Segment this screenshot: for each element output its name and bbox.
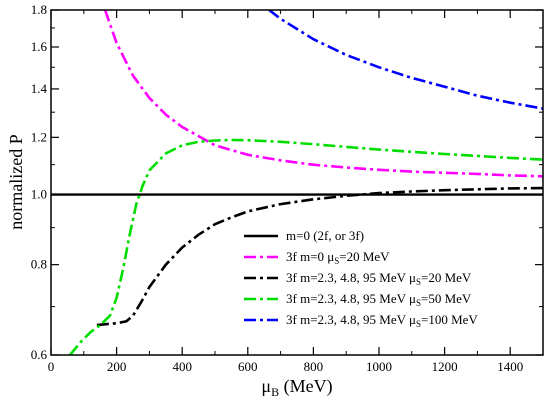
series-2-3f-m-2-3-4-8-95-mev-s-20-mev-line bbox=[96, 186, 543, 327]
legend: m=0 (2f, or 3f) 3f m=0 μS=20 MeV 3f m=2.3,… bbox=[244, 228, 478, 329]
legend-label: 3f m=2.3, 4.8, 95 MeV μS=50 MeV bbox=[286, 291, 472, 308]
x-tick-label: 800 bbox=[304, 359, 324, 374]
x-tick-label: 400 bbox=[172, 359, 192, 374]
x-tick-label: 600 bbox=[238, 359, 258, 374]
legend-label: m=0 (2f, or 3f) bbox=[286, 228, 364, 243]
legend-label: 3f m=2.3, 4.8, 95 MeV μS=20 MeV bbox=[286, 270, 472, 287]
plot-frame bbox=[50, 9, 544, 356]
y-tick-label: 1.8 bbox=[31, 2, 47, 17]
y-tick-label: 0.6 bbox=[31, 347, 48, 362]
y-tick-label: 0.8 bbox=[31, 257, 47, 272]
x-tick-label: 1000 bbox=[366, 359, 392, 374]
series-3-3f-m-2-3-4-8-95-mev-s-50-mev-line bbox=[68, 138, 543, 355]
y-tick-label: 1.4 bbox=[31, 81, 48, 96]
x-tick-label: 1400 bbox=[497, 359, 523, 374]
x-tick-label: 1200 bbox=[432, 359, 458, 374]
series-1-3f-m-0-s-20-mev-line bbox=[103, 10, 543, 178]
x-tick-label: 200 bbox=[107, 359, 127, 374]
y-tick-label: 1.0 bbox=[31, 187, 47, 202]
x-axis-title: μB (MeV) bbox=[261, 376, 332, 399]
x-tick-label: 0 bbox=[48, 359, 55, 374]
series-4-3f-m-2-3-4-8-95-mev-s-100-mev-line bbox=[268, 10, 543, 110]
y-tick-label: 1.2 bbox=[31, 129, 47, 144]
y-axis-title: normalized P bbox=[6, 134, 26, 229]
x-axis-title-unit: (MeV) bbox=[279, 376, 332, 397]
legend-label: 3f m=2.3, 4.8, 95 MeV μS=100 MeV bbox=[286, 312, 478, 329]
y-axis-ticks: 0.6 0.8 1.0 1.2 1.4 1.6 1.8 bbox=[31, 2, 543, 362]
y-tick-label: 1.6 bbox=[31, 39, 48, 54]
x-axis-title-subscript: B bbox=[271, 385, 279, 399]
x-axis-ticks: 0 200 400 600 800 1000 1200 1400 bbox=[48, 10, 523, 374]
legend-label: 3f m=0 μS=20 MeV bbox=[286, 249, 390, 266]
plot-series bbox=[51, 10, 543, 355]
